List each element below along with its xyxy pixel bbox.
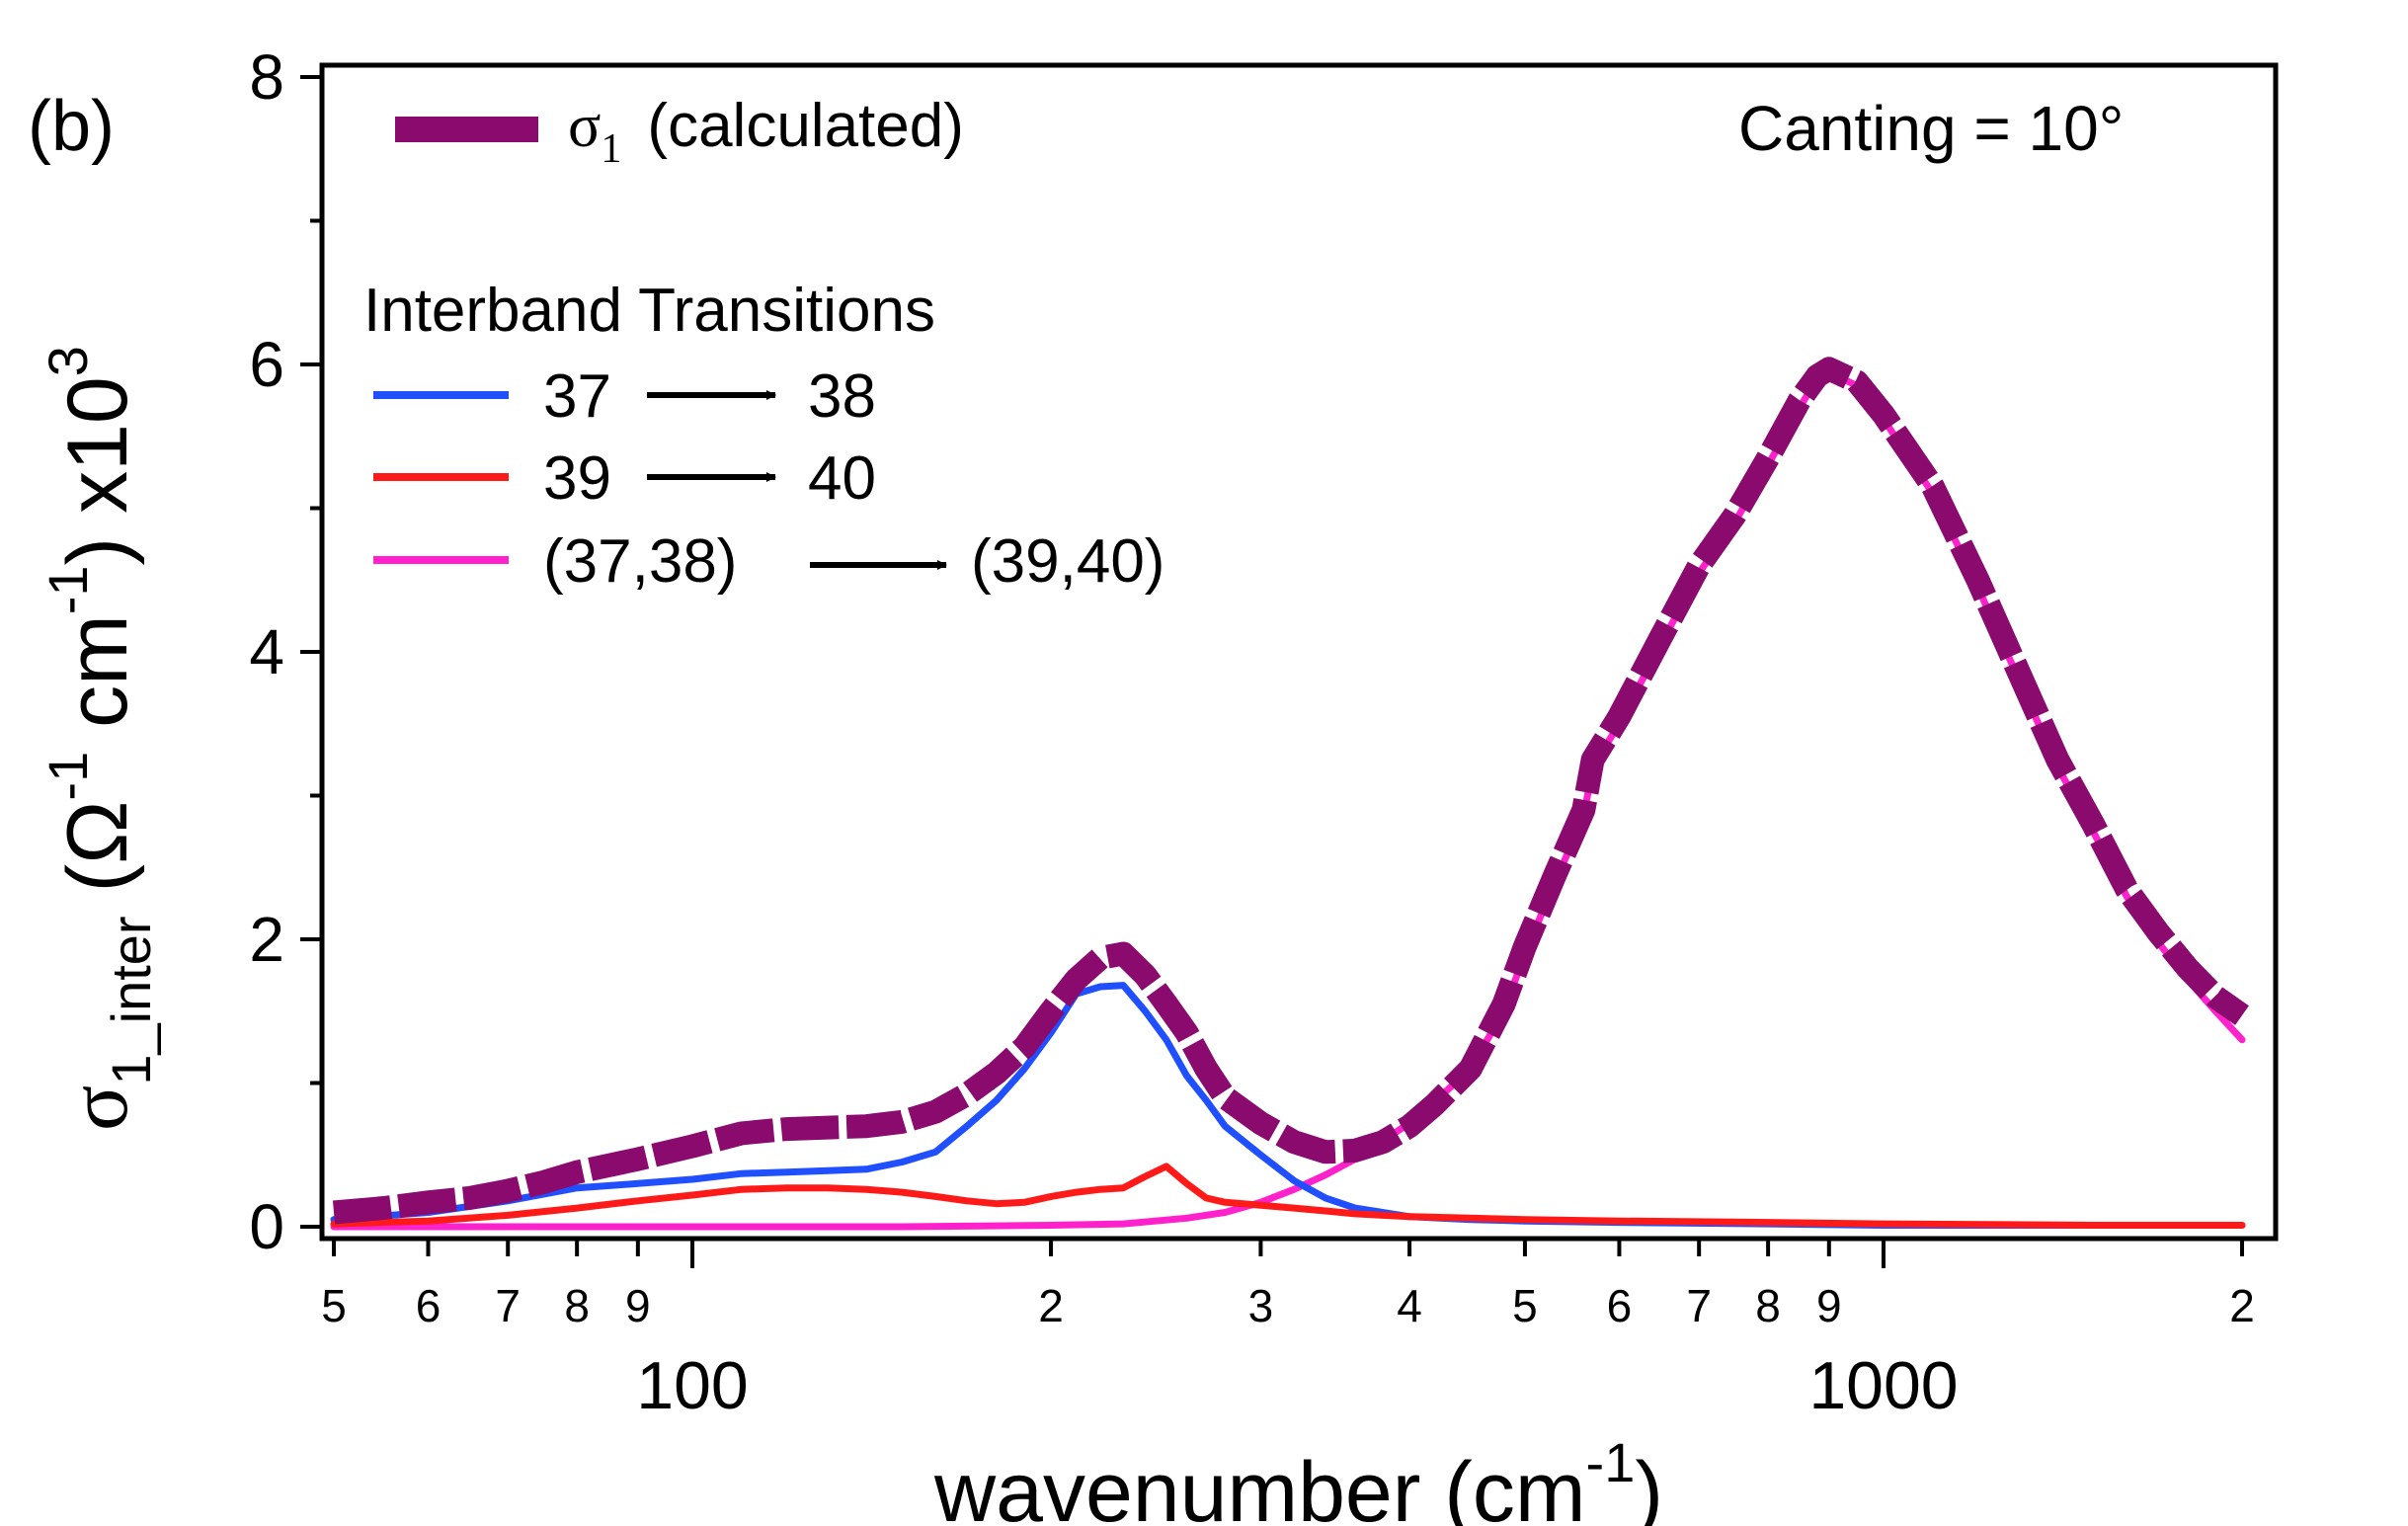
x-decade-label: 100 (636, 1348, 748, 1423)
series-line-0 (332, 357, 2249, 1225)
x-tick-label: 2 (2229, 1280, 2255, 1331)
y-axis-title-sup2: -1 (37, 565, 99, 614)
legend-calculated-text: (calculated) (647, 92, 963, 160)
x-axis-title-main: wavenumber (cm (933, 1445, 1586, 1526)
y-axis-title: σ1_inter (Ω-1 cm-1) x103 (37, 346, 162, 1131)
x-tick-label: 8 (564, 1280, 590, 1331)
y-tick-label: 0 (249, 1191, 284, 1262)
legend-to-39-40: (39,40) (971, 527, 1164, 596)
y-tick-label: 2 (249, 904, 284, 975)
legend-to-40: 40 (808, 444, 876, 513)
series-line-2 (330, 1163, 2246, 1229)
panel-label: (b) (28, 87, 115, 166)
x-tick-label: 6 (1607, 1280, 1633, 1331)
plot-frame (319, 62, 2279, 1242)
x-decade-label: 1000 (1808, 1348, 1958, 1423)
legend-from-37-38: (37,38) (543, 527, 737, 596)
y-axis: 0 2 4 6 8 (249, 41, 322, 1262)
y-axis-title-close: ) x10 (50, 376, 145, 565)
y-axis-title-mid: cm (50, 614, 145, 752)
x-tick-label: 2 (1038, 1280, 1064, 1331)
x-tick-label: 6 (416, 1280, 441, 1331)
x-tick-label: 5 (321, 1280, 347, 1331)
legend-entry-calculated: σ1 (calculated) (395, 92, 964, 172)
y-axis-title-sigma: σ (50, 1085, 145, 1131)
series-layer (330, 357, 2249, 1231)
legend-entry-37-38: 37 38 (373, 362, 876, 431)
x-tick-label: 3 (1248, 1280, 1274, 1331)
svg-text:σ1(calculated): σ1 (calculated) (568, 92, 964, 172)
canting-annotation: Canting = 10° (1738, 93, 2124, 164)
x-axis-title-sup: -1 (1586, 1431, 1636, 1493)
legend-entry-cross: (37,38) (39,40) (373, 527, 1164, 596)
x-tick-label: 4 (1397, 1280, 1422, 1331)
x-tick-label: 7 (495, 1280, 521, 1331)
y-axis-title-sup3: 3 (37, 346, 99, 376)
legend-sigma-symbol: σ (568, 93, 601, 160)
legend-entry-39-40: 39 40 (373, 444, 876, 513)
x-axis-title-close: ) (1635, 1445, 1663, 1526)
legend-from-39: 39 (543, 444, 611, 513)
series-line-3 (330, 367, 2246, 1231)
y-axis-title-sup1: -1 (37, 752, 99, 801)
legend-to-38: 38 (808, 362, 876, 431)
x-tick-label: 9 (625, 1280, 651, 1331)
y-tick-label: 8 (249, 41, 284, 113)
x-tick-label: 8 (1755, 1280, 1781, 1331)
y-tick-label: 6 (249, 329, 284, 400)
legend-heading: Interband Transitions (363, 277, 935, 345)
x-tick-label: 7 (1686, 1280, 1712, 1331)
x-tick-label: 9 (1816, 1280, 1842, 1331)
x-tick-label: 5 (1512, 1280, 1538, 1331)
y-tick-label: 4 (249, 616, 284, 687)
legend-from-37: 37 (543, 362, 611, 431)
legend-sigma-subscript: 1 (601, 126, 621, 172)
legend: σ1 (calculated) Interband Transitions 37 … (363, 92, 1164, 596)
y-axis-title-open: (Ω (50, 801, 145, 917)
y-axis-title-sub: 1_inter (100, 916, 162, 1084)
x-axis-title: wavenumber (cm-1) (933, 1431, 1663, 1526)
